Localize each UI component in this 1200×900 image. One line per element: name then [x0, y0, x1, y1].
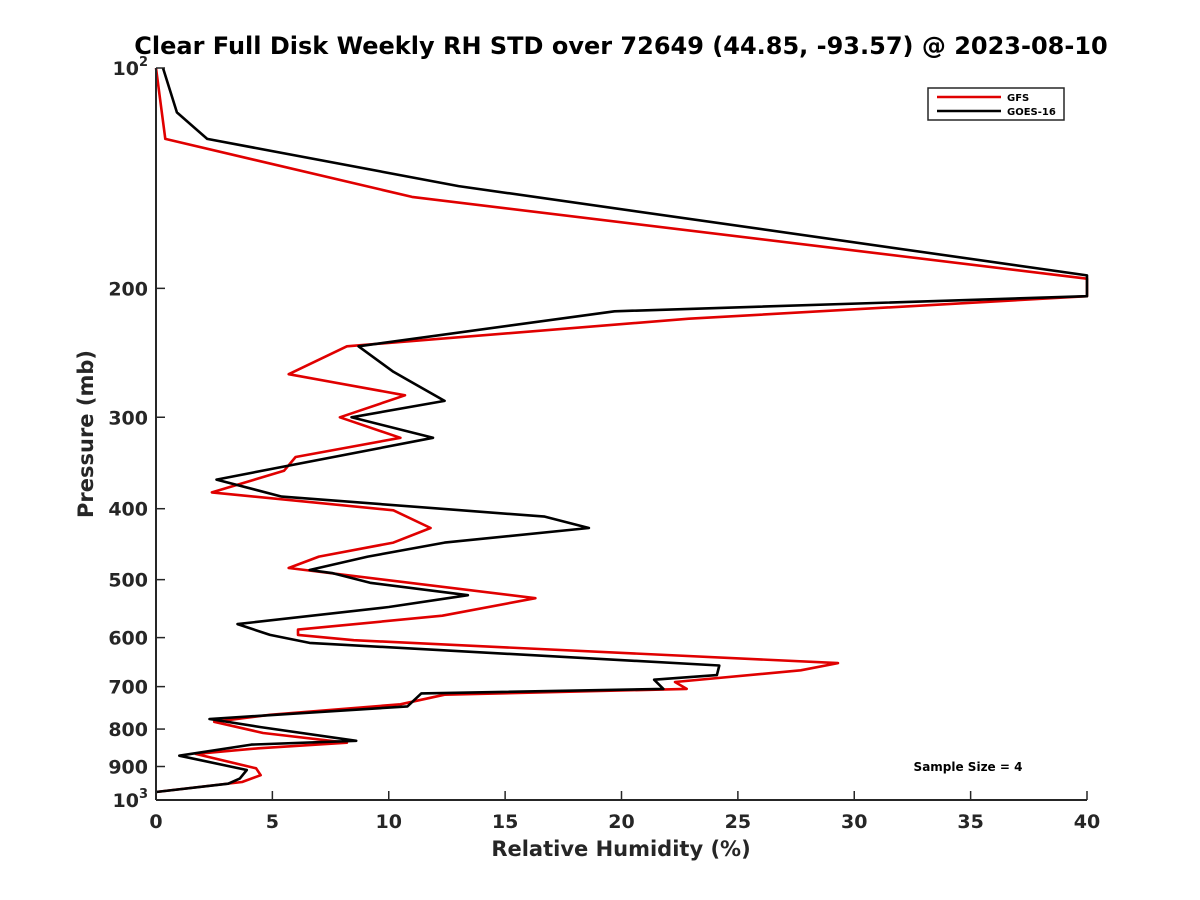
- chart-title: Clear Full Disk Weekly RH STD over 72649…: [134, 32, 1107, 60]
- x-axis-label: Relative Humidity (%): [491, 837, 750, 861]
- legend-box: [927, 87, 1065, 121]
- y-tick-label: 103: [113, 787, 149, 812]
- x-tick-label: 5: [266, 811, 279, 833]
- y-tick-label: 200: [108, 278, 148, 300]
- y-tick-label: 500: [108, 570, 148, 592]
- series-line-goes-16: [155, 67, 1089, 794]
- x-tick-label: 25: [725, 811, 751, 833]
- x-tick-label: 20: [608, 811, 634, 833]
- x-tick-label: 15: [492, 811, 518, 833]
- y-tick-label: 900: [108, 757, 148, 779]
- x-tick-label: 35: [957, 811, 983, 833]
- y-axis-label: Pressure (mb): [74, 350, 98, 518]
- x-tick-label: 30: [841, 811, 867, 833]
- y-tick-label: 600: [108, 628, 148, 650]
- y-axis-ticks: 102 200 300 400 500 600 700 800 900 103: [108, 55, 165, 812]
- x-tick-label: 10: [376, 811, 402, 833]
- sample-size-annotation: Sample Size = 4: [914, 760, 1023, 774]
- y-tick-label: 700: [108, 677, 148, 699]
- legend-label-goes-16: GOES-16: [1007, 107, 1056, 118]
- series-line-gfs: [154, 67, 1089, 794]
- y-tick-label: 400: [108, 499, 148, 521]
- x-axis-ticks: 0 5 10 15 20 25 30 35 40: [149, 791, 1100, 833]
- y-tick-label: 800: [108, 719, 148, 741]
- y-tick-label: 300: [108, 407, 148, 429]
- legend-label-gfs: GFS: [1007, 93, 1029, 104]
- x-tick-label: 0: [149, 811, 162, 833]
- plot-area: 0 5 10 15 20 25 30 35 40 102 200 300 400 500 600 700 80…: [108, 55, 1100, 833]
- legend: GFS GOES-16: [927, 87, 1065, 121]
- legend-entries: GFS GOES-16: [937, 93, 1056, 118]
- y-tick-label: 102: [113, 55, 149, 80]
- series-layer: [154, 67, 1089, 794]
- x-tick-label: 40: [1074, 811, 1100, 833]
